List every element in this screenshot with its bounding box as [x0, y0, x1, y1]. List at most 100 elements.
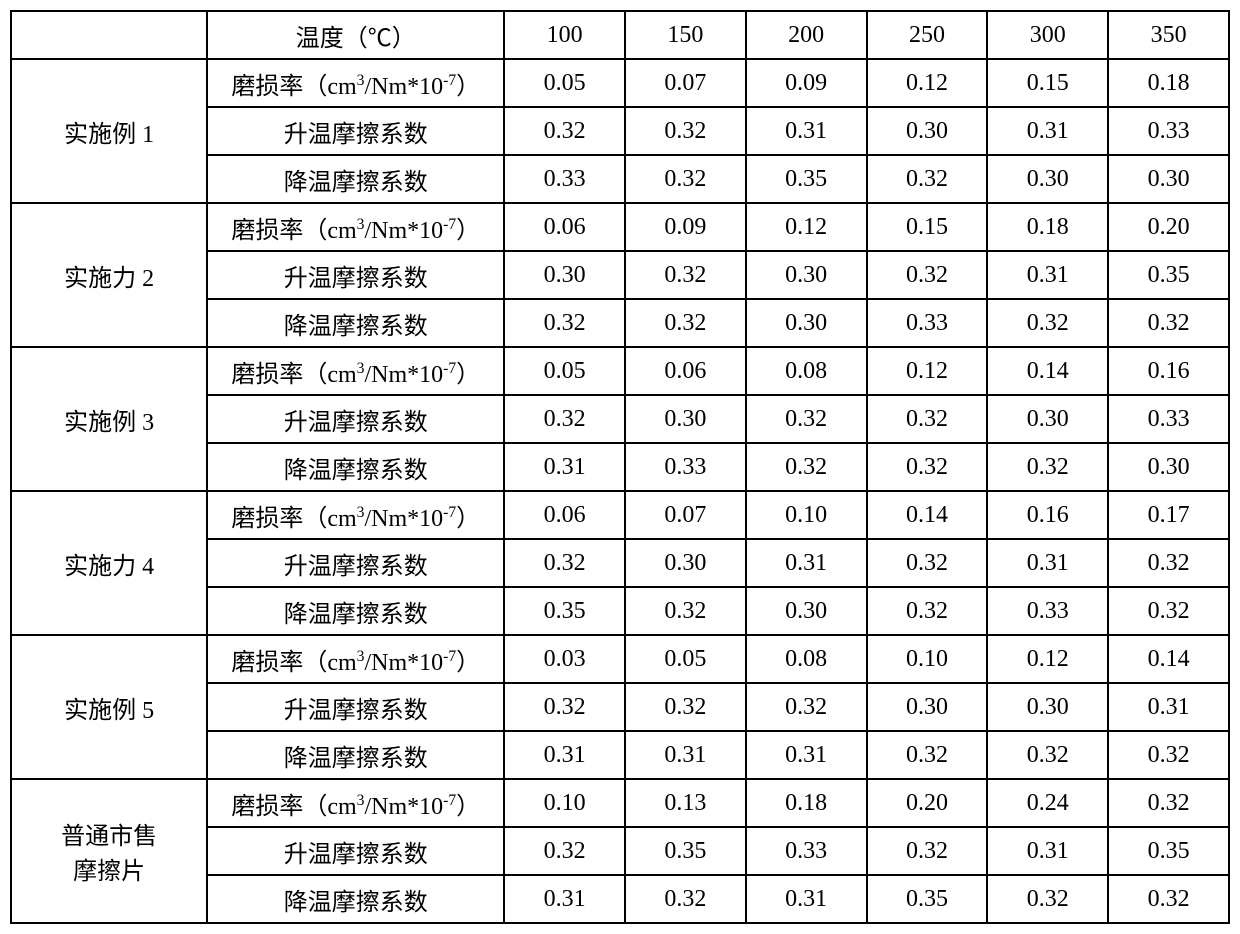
friction-data-table: 温度（℃）100150200250300350实施例 1磨损率（cm3/Nm*1… — [10, 10, 1230, 924]
wear-value: 0.12 — [746, 203, 867, 251]
metric-cool-label: 降温摩擦系数 — [207, 587, 504, 635]
wear-value: 0.12 — [867, 59, 988, 107]
heat-value: 0.30 — [746, 251, 867, 299]
group-name: 普通市售摩擦片 — [11, 779, 207, 923]
metric-cool-label: 降温摩擦系数 — [207, 155, 504, 203]
cool-value: 0.32 — [504, 299, 625, 347]
wear-value: 0.18 — [746, 779, 867, 827]
heat-value: 0.32 — [504, 395, 625, 443]
heat-value: 0.30 — [987, 683, 1108, 731]
cool-value: 0.35 — [867, 875, 988, 923]
wear-value: 0.07 — [625, 491, 746, 539]
table-row: 实施力 2磨损率（cm3/Nm*10-7）0.060.090.120.150.1… — [11, 203, 1229, 251]
cool-value: 0.32 — [987, 875, 1108, 923]
group-name: 实施例 3 — [11, 347, 207, 491]
heat-value: 0.35 — [625, 827, 746, 875]
heat-value: 0.32 — [746, 395, 867, 443]
table-row: 实施例 3磨损率（cm3/Nm*10-7）0.050.060.080.120.1… — [11, 347, 1229, 395]
wear-value: 0.16 — [1108, 347, 1229, 395]
cool-value: 0.31 — [504, 443, 625, 491]
cool-value: 0.31 — [504, 731, 625, 779]
metric-wear-label: 磨损率（cm3/Nm*10-7） — [207, 635, 504, 683]
group-name: 实施力 2 — [11, 203, 207, 347]
wear-value: 0.05 — [625, 635, 746, 683]
wear-value: 0.14 — [987, 347, 1108, 395]
heat-value: 0.32 — [867, 827, 988, 875]
metric-wear-label: 磨损率（cm3/Nm*10-7） — [207, 347, 504, 395]
cool-value: 0.31 — [746, 875, 867, 923]
cool-value: 0.32 — [625, 587, 746, 635]
wear-value: 0.20 — [1108, 203, 1229, 251]
header-temp-2: 200 — [746, 11, 867, 59]
heat-value: 0.32 — [504, 107, 625, 155]
cool-value: 0.33 — [867, 299, 988, 347]
metric-heat-label: 升温摩擦系数 — [207, 107, 504, 155]
heat-value: 0.32 — [867, 539, 988, 587]
group-name: 实施例 1 — [11, 59, 207, 203]
wear-value: 0.18 — [1108, 59, 1229, 107]
cool-value: 0.31 — [625, 731, 746, 779]
wear-value: 0.12 — [867, 347, 988, 395]
wear-value: 0.03 — [504, 635, 625, 683]
wear-value: 0.09 — [625, 203, 746, 251]
cool-value: 0.35 — [746, 155, 867, 203]
metric-heat-label: 升温摩擦系数 — [207, 539, 504, 587]
heat-value: 0.31 — [746, 539, 867, 587]
heat-value: 0.32 — [504, 827, 625, 875]
table-row: 实施例 5磨损率（cm3/Nm*10-7）0.030.050.080.100.1… — [11, 635, 1229, 683]
heat-value: 0.30 — [625, 395, 746, 443]
cool-value: 0.32 — [625, 155, 746, 203]
cool-value: 0.33 — [987, 587, 1108, 635]
heat-value: 0.31 — [987, 251, 1108, 299]
heat-value: 0.32 — [1108, 539, 1229, 587]
cool-value: 0.30 — [1108, 155, 1229, 203]
cool-value: 0.32 — [1108, 299, 1229, 347]
wear-value: 0.07 — [625, 59, 746, 107]
cool-value: 0.32 — [987, 299, 1108, 347]
cool-value: 0.32 — [867, 731, 988, 779]
cool-value: 0.32 — [867, 587, 988, 635]
heat-value: 0.32 — [746, 683, 867, 731]
heat-value: 0.32 — [625, 251, 746, 299]
cool-value: 0.32 — [867, 443, 988, 491]
header-temp-1: 150 — [625, 11, 746, 59]
wear-value: 0.05 — [504, 59, 625, 107]
heat-value: 0.32 — [504, 683, 625, 731]
cool-value: 0.32 — [987, 443, 1108, 491]
heat-value: 0.32 — [867, 251, 988, 299]
heat-value: 0.33 — [746, 827, 867, 875]
cool-value: 0.32 — [1108, 875, 1229, 923]
header-temp-5: 350 — [1108, 11, 1229, 59]
header-temp-0: 100 — [504, 11, 625, 59]
wear-value: 0.12 — [987, 635, 1108, 683]
metric-wear-label: 磨损率（cm3/Nm*10-7） — [207, 59, 504, 107]
metric-heat-label: 升温摩擦系数 — [207, 395, 504, 443]
wear-value: 0.08 — [746, 635, 867, 683]
wear-value: 0.10 — [746, 491, 867, 539]
cool-value: 0.32 — [625, 875, 746, 923]
wear-value: 0.06 — [504, 203, 625, 251]
heat-value: 0.31 — [987, 107, 1108, 155]
heat-value: 0.31 — [987, 827, 1108, 875]
table-row: 普通市售摩擦片磨损率（cm3/Nm*10-7）0.100.130.180.200… — [11, 779, 1229, 827]
metric-heat-label: 升温摩擦系数 — [207, 683, 504, 731]
metric-cool-label: 降温摩擦系数 — [207, 443, 504, 491]
heat-value: 0.32 — [625, 683, 746, 731]
cool-value: 0.31 — [504, 875, 625, 923]
heat-value: 0.30 — [504, 251, 625, 299]
metric-wear-label: 磨损率（cm3/Nm*10-7） — [207, 779, 504, 827]
heat-value: 0.35 — [1108, 827, 1229, 875]
cool-value: 0.32 — [625, 299, 746, 347]
wear-value: 0.06 — [504, 491, 625, 539]
metric-cool-label: 降温摩擦系数 — [207, 731, 504, 779]
header-blank — [11, 11, 207, 59]
wear-value: 0.15 — [987, 59, 1108, 107]
table-row: 实施力 4磨损率（cm3/Nm*10-7）0.060.070.100.140.1… — [11, 491, 1229, 539]
header-temp-4: 300 — [987, 11, 1108, 59]
cool-value: 0.30 — [746, 587, 867, 635]
header-row: 温度（℃）100150200250300350 — [11, 11, 1229, 59]
metric-heat-label: 升温摩擦系数 — [207, 251, 504, 299]
heat-value: 0.32 — [504, 539, 625, 587]
heat-value: 0.31 — [987, 539, 1108, 587]
heat-value: 0.35 — [1108, 251, 1229, 299]
